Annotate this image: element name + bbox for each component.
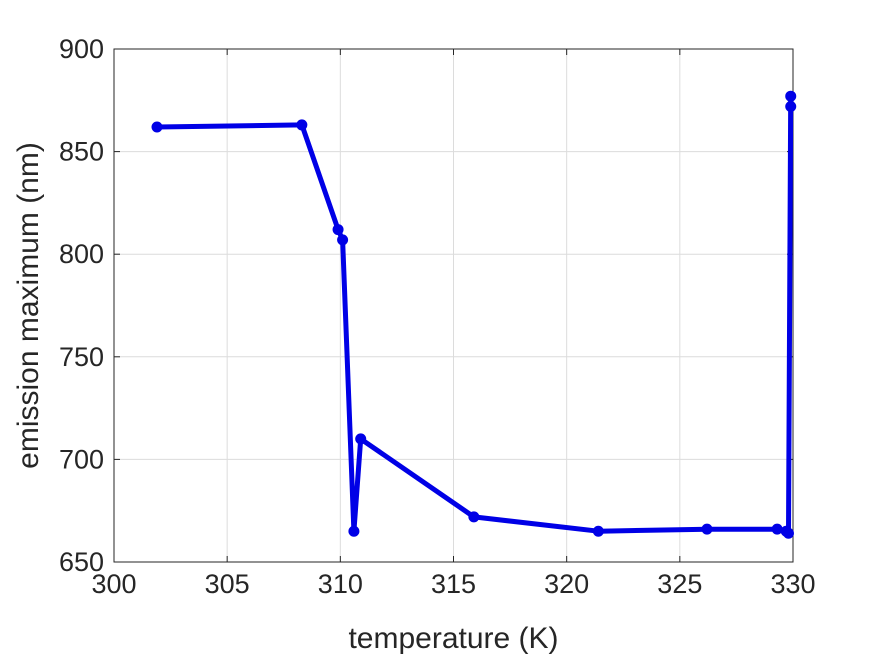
data-point	[592, 525, 604, 537]
x-tick-label: 305	[205, 569, 250, 599]
x-tick-label: 330	[770, 569, 815, 599]
y-tick-label: 900	[59, 34, 104, 64]
y-tick-label: 650	[59, 547, 104, 577]
data-point	[348, 525, 360, 537]
y-tick-label: 800	[59, 239, 104, 269]
x-tick-label: 300	[91, 569, 136, 599]
ticks: 300 305 310 315 320 325 330 650 700 750 800 850 900	[59, 34, 816, 599]
data-point	[771, 523, 783, 535]
data-series	[151, 90, 797, 539]
data-point	[468, 511, 480, 523]
y-tick-label: 700	[59, 444, 104, 474]
data-point	[337, 234, 349, 246]
data-point	[296, 119, 308, 131]
y-axis-label: emission maximum (nm)	[12, 142, 45, 469]
x-tick-label: 310	[318, 569, 363, 599]
data-point	[701, 523, 713, 535]
y-tick-label: 850	[59, 137, 104, 167]
y-tick-label: 750	[59, 342, 104, 372]
x-tick-label: 325	[657, 569, 702, 599]
data-point	[782, 527, 794, 539]
x-tick-label: 320	[544, 569, 589, 599]
x-tick-label: 315	[431, 569, 476, 599]
series-line	[154, 93, 794, 536]
data-point	[151, 121, 163, 133]
x-axis-label: temperature (K)	[348, 622, 558, 655]
data-point	[785, 100, 797, 112]
data-point	[355, 433, 367, 445]
data-point	[332, 224, 344, 236]
data-point	[785, 90, 797, 102]
